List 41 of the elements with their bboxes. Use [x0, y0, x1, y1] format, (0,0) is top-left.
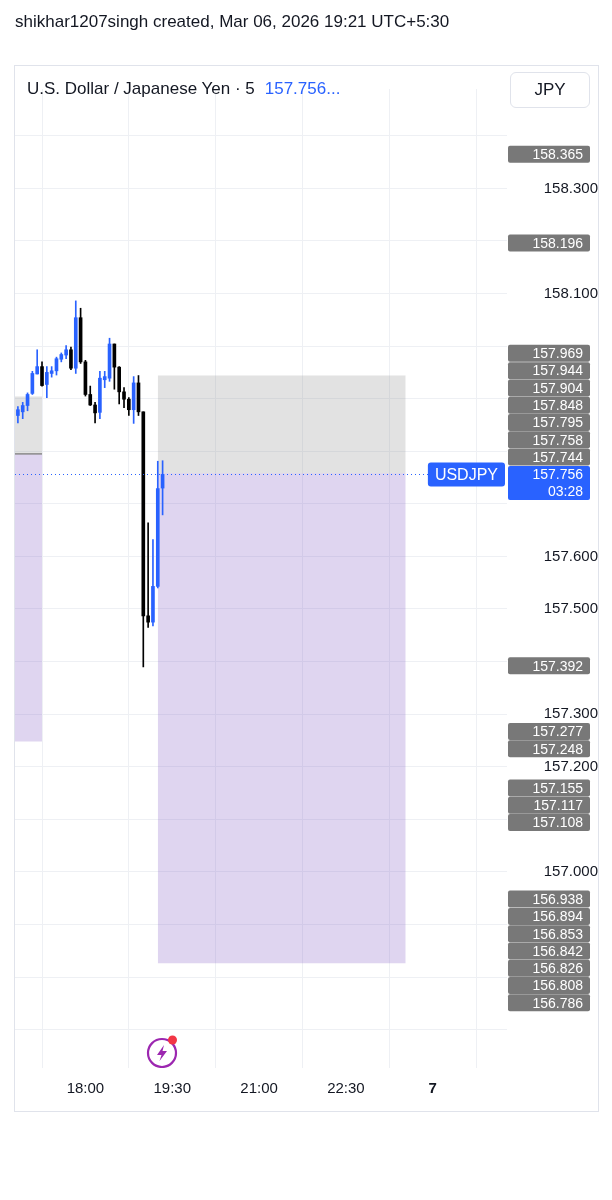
text: 157.117: [533, 797, 584, 814]
x-tick-label: 7: [428, 1079, 437, 1097]
y-tick-label: 158.300: [543, 178, 598, 196]
y-axis-title: JPY: [510, 72, 590, 108]
text: 157.969: [532, 345, 584, 362]
text: 157.155: [532, 779, 584, 796]
annotation: 157.756...: [264, 79, 341, 98]
text: 156.842: [532, 942, 584, 959]
ref-line-label: USDJPY: [434, 465, 499, 483]
text: 157.248: [532, 740, 584, 757]
text: 157.848: [532, 397, 584, 414]
text: 157.944: [532, 362, 584, 379]
text: 157.795: [532, 414, 584, 431]
text: 158.196: [532, 234, 584, 251]
text: 157.277: [532, 723, 584, 740]
text: 03:28: [547, 483, 584, 500]
text: 157.744: [532, 448, 584, 465]
chart-title: U.S. Dollar / Japanese Yen · 5: [27, 79, 255, 98]
text: 157.758: [532, 431, 584, 448]
text: 156.894: [532, 908, 584, 925]
text: 157.756: [532, 466, 584, 483]
text: 156.853: [532, 925, 584, 942]
x-tick-label: 19:30: [153, 1079, 192, 1097]
y-tick-label: 157.500: [543, 599, 598, 617]
text: 156.786: [532, 994, 584, 1011]
text: 156.808: [532, 977, 584, 994]
y-tick-label: 157.600: [543, 546, 598, 564]
y-tick-label: 157.200: [543, 756, 598, 774]
y-tick-label: 157.300: [543, 704, 598, 722]
text: 157.108: [532, 814, 584, 831]
y-tick-label: 158.100: [543, 283, 598, 301]
text: 156.826: [532, 960, 584, 977]
text: 157.904: [532, 379, 584, 396]
x-tick-label: 21:00: [240, 1079, 278, 1097]
chart-subtitle: shikhar1207singh created, Mar 06, 2026 19:21 UTC+5:30: [15, 12, 450, 32]
text: 157.392: [532, 657, 584, 674]
x-tick-label: 18:00: [66, 1079, 105, 1097]
text: 158.365: [532, 146, 584, 163]
y-tick-label: 157.000: [543, 862, 598, 880]
text: 156.938: [532, 890, 584, 907]
x-tick-label: 22:30: [327, 1079, 365, 1097]
